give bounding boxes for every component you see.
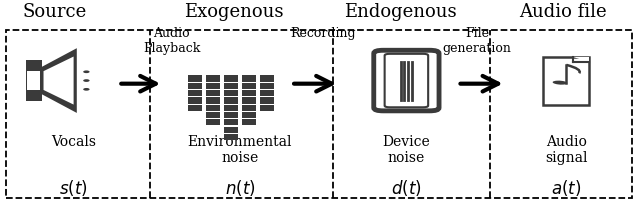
Text: Device
noise: Device noise <box>383 135 430 165</box>
Bar <box>26 60 42 101</box>
Bar <box>543 57 589 104</box>
Bar <box>224 75 238 82</box>
Text: Audio
signal: Audio signal <box>545 135 588 165</box>
Bar <box>206 97 220 103</box>
Text: $a(t)$: $a(t)$ <box>551 178 582 198</box>
Text: Environmental
noise: Environmental noise <box>188 135 292 165</box>
Text: File
generation: File generation <box>442 27 511 55</box>
Bar <box>188 104 202 111</box>
Bar <box>260 83 274 89</box>
Bar <box>242 119 256 125</box>
Bar <box>224 90 238 96</box>
Bar <box>206 83 220 89</box>
Bar <box>242 97 256 103</box>
Ellipse shape <box>552 81 568 85</box>
Bar <box>206 104 220 111</box>
Bar <box>6 31 632 198</box>
Text: Endogenous: Endogenous <box>344 3 456 21</box>
Bar <box>206 75 220 82</box>
Bar <box>224 112 238 118</box>
Bar <box>188 83 202 89</box>
Bar <box>206 112 220 118</box>
Bar <box>188 75 202 82</box>
Bar <box>260 75 274 82</box>
Bar <box>224 134 238 140</box>
Bar <box>188 90 202 96</box>
Text: Recording: Recording <box>291 27 356 40</box>
Polygon shape <box>42 48 77 113</box>
Bar <box>206 119 220 125</box>
Bar <box>260 90 274 96</box>
Ellipse shape <box>83 79 90 82</box>
Polygon shape <box>44 57 74 104</box>
Bar <box>242 75 256 82</box>
Polygon shape <box>573 57 589 62</box>
Text: $n(t)$: $n(t)$ <box>225 178 255 198</box>
Text: $d(t)$: $d(t)$ <box>391 178 422 198</box>
Text: Audio file: Audio file <box>520 3 607 21</box>
Bar <box>224 119 238 125</box>
Bar <box>242 83 256 89</box>
Bar <box>224 126 238 133</box>
Text: Source: Source <box>22 3 86 21</box>
Text: $s(t)$: $s(t)$ <box>60 178 88 198</box>
Bar <box>27 71 40 90</box>
Bar <box>224 97 238 103</box>
Bar <box>224 83 238 89</box>
Ellipse shape <box>83 70 90 73</box>
Bar <box>224 104 238 111</box>
Text: Exogenous: Exogenous <box>184 3 284 21</box>
Bar <box>206 90 220 96</box>
Bar <box>260 97 274 103</box>
Bar <box>188 97 202 103</box>
Bar <box>242 90 256 96</box>
Bar <box>260 104 274 111</box>
Text: Vocals: Vocals <box>51 135 96 149</box>
Text: Audio
Playback: Audio Playback <box>143 27 200 55</box>
Bar <box>242 104 256 111</box>
Ellipse shape <box>83 88 90 91</box>
Bar <box>242 112 256 118</box>
